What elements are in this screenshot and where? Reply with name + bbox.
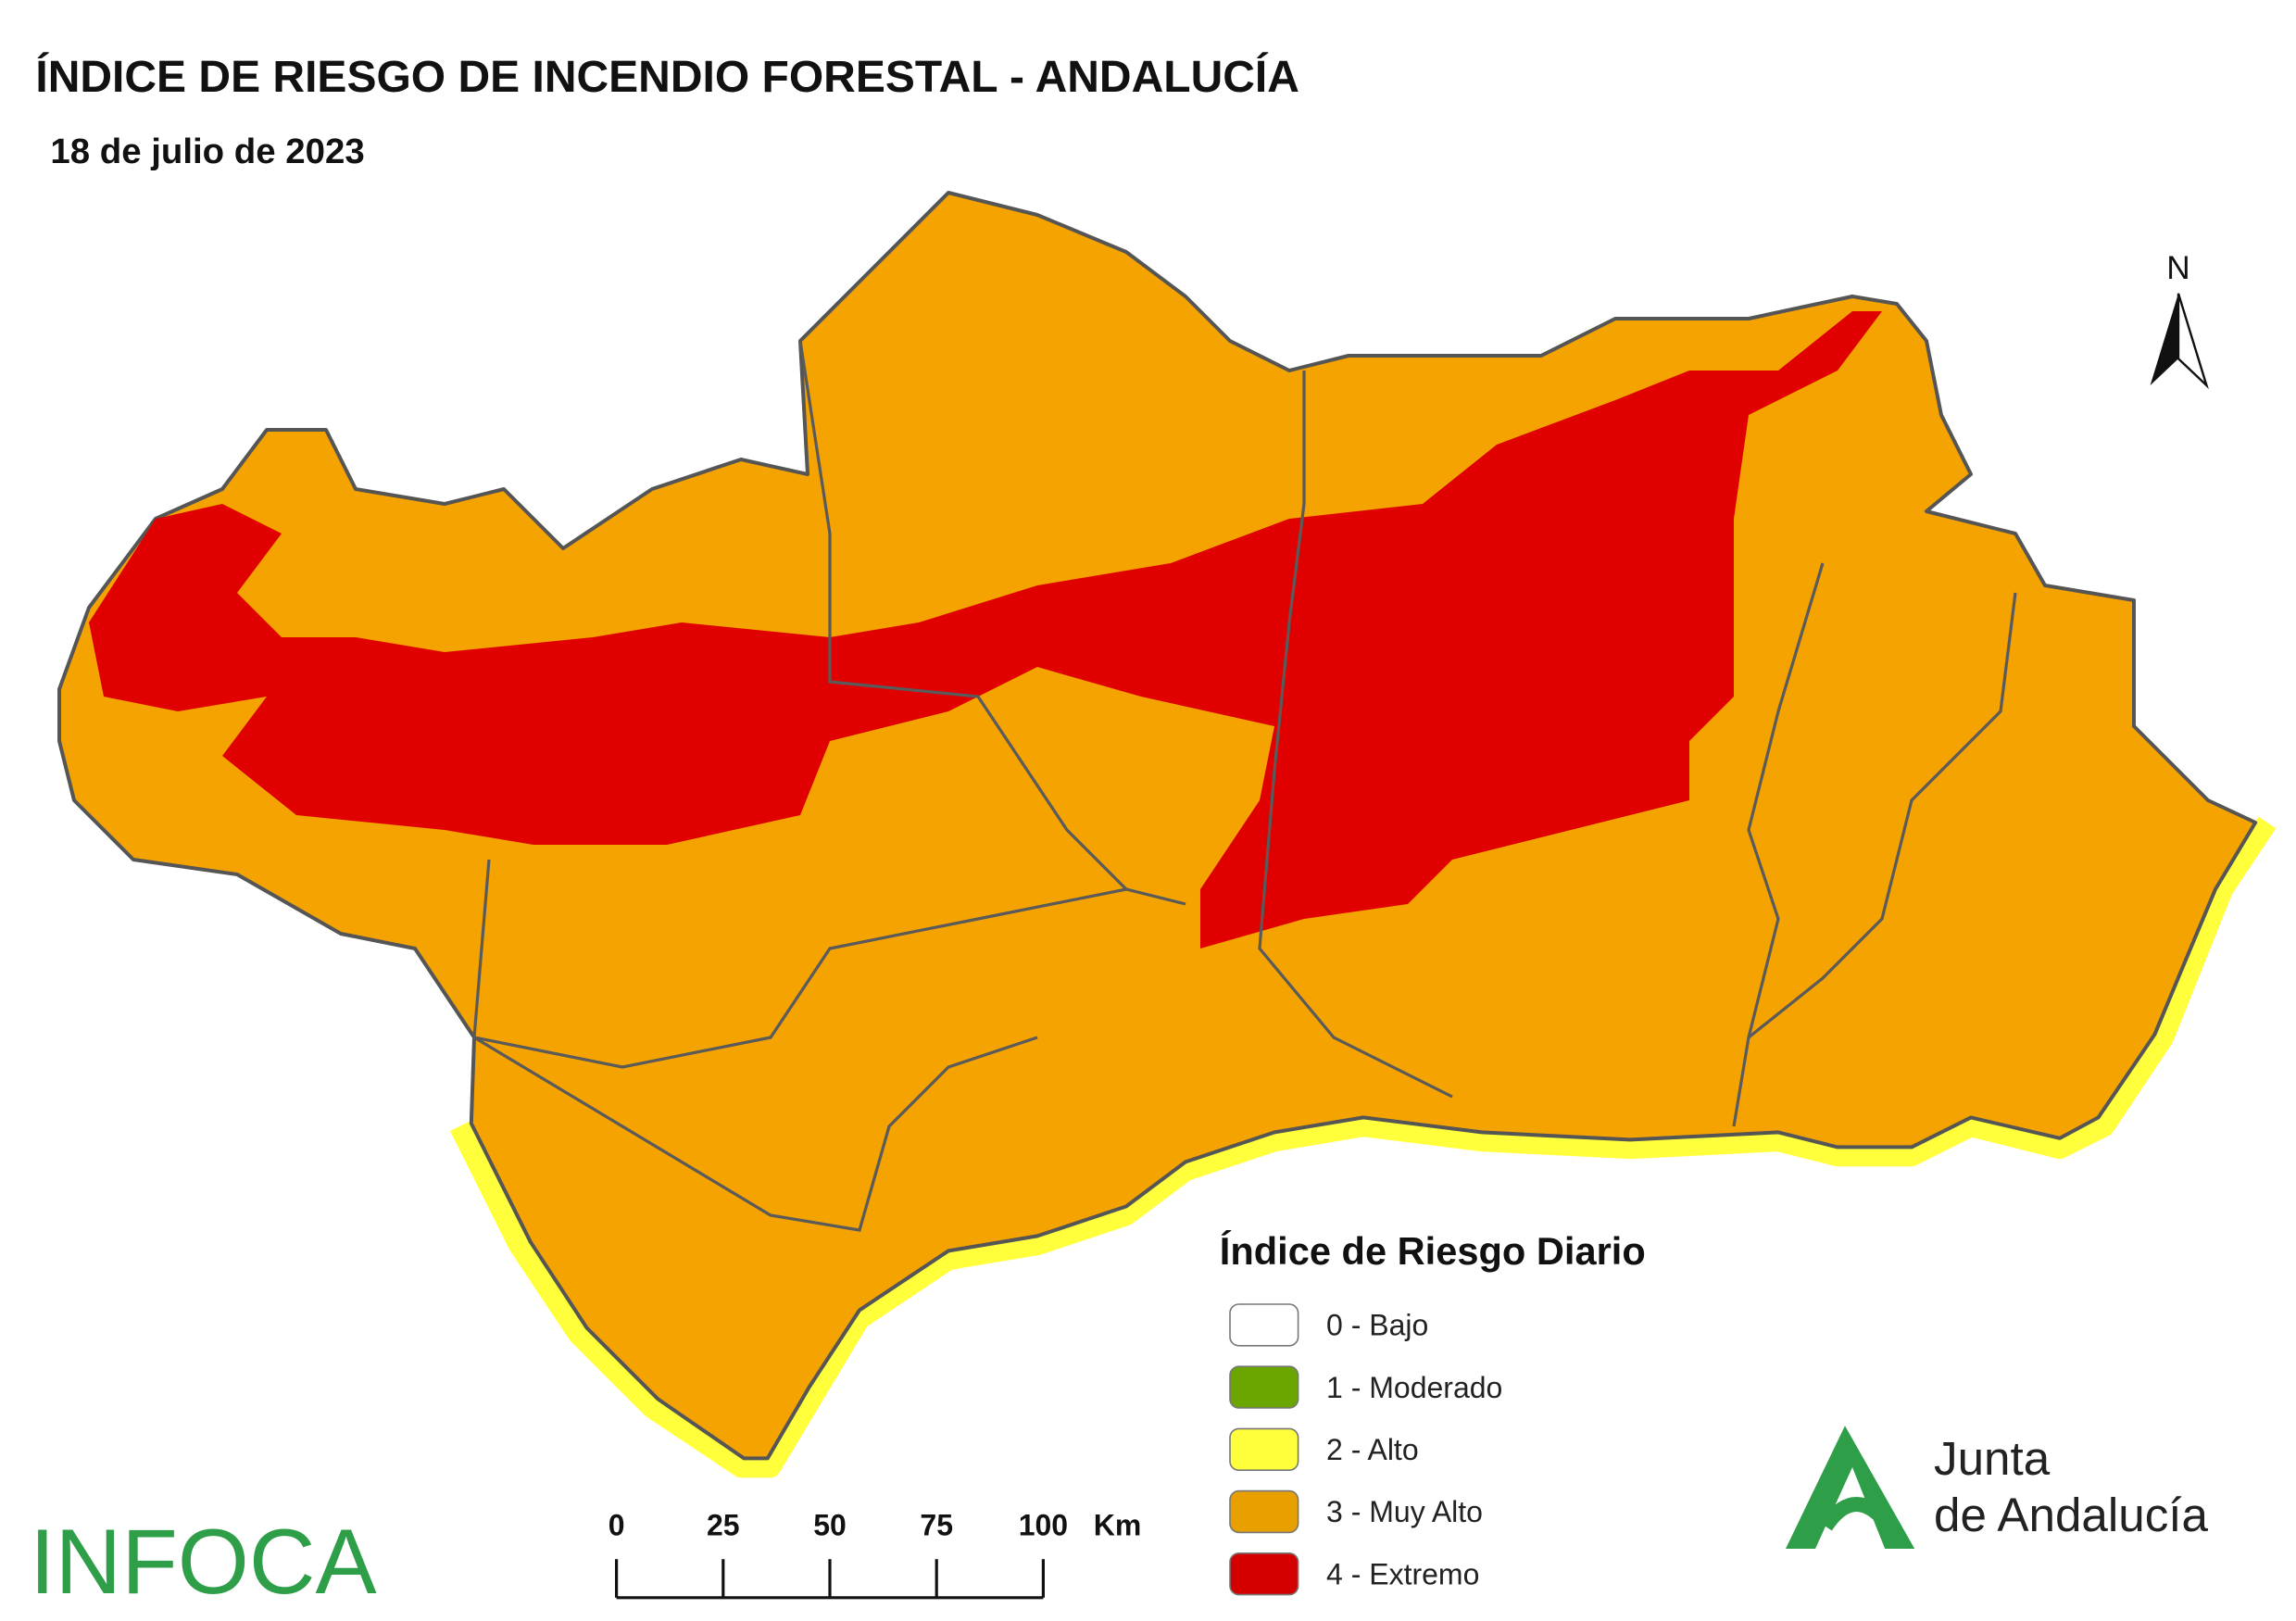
province-borders — [472, 340, 2017, 1232]
junta-text-1: Junta — [1934, 1432, 2051, 1485]
legend-label: 3 - Muy Alto — [1326, 1495, 1483, 1528]
north-arrow-left — [2150, 293, 2178, 385]
legend-swatch — [1229, 1552, 1299, 1596]
map — [57, 191, 2277, 1478]
junta-logo: Junta de Andalucía — [1786, 1426, 2209, 1549]
junta-logo-arc — [1819, 1497, 1896, 1532]
scale-label: 100 — [1019, 1509, 1068, 1542]
coast-yellow — [449, 816, 2277, 1478]
scale-label: 75 — [920, 1509, 953, 1542]
junta-text-2: de Andalucía — [1934, 1489, 2209, 1541]
legend-swatch — [1229, 1427, 1299, 1472]
legend-swatch — [1229, 1365, 1299, 1409]
legend-swatch — [1229, 1489, 1299, 1534]
legend: Índice de Riesgo Diario 0 - Bajo 1 - Mode… — [1220, 1229, 1646, 1596]
legend-swatch — [1229, 1303, 1299, 1347]
north-arrow-right — [2177, 293, 2209, 390]
legend-label: 0 - Bajo — [1326, 1309, 1428, 1342]
subtitle: 18 de julio de 2023 — [50, 132, 364, 171]
north-arrow: N — [2150, 250, 2209, 390]
legend-label: 4 - Extremo — [1326, 1557, 1479, 1590]
legend-title: Índice de Riesgo Diario — [1220, 1229, 1646, 1273]
junta-logo-shape — [1786, 1426, 1915, 1549]
north-label: N — [2166, 250, 2189, 286]
title: ÍNDICE DE RIESGO DE INCENDIO FORESTAL - … — [35, 52, 1299, 102]
scale-label: 0 — [609, 1509, 625, 1542]
scale-label: 25 — [707, 1509, 740, 1542]
legend-label: 2 - Alto — [1326, 1433, 1419, 1466]
region-muy-alto — [57, 191, 2258, 1461]
infoca-logo: INFOCA — [30, 1511, 377, 1614]
region-extremo — [89, 311, 1882, 949]
scale-unit: Km — [1094, 1509, 1142, 1542]
legend-label: 1 - Moderado — [1326, 1371, 1502, 1404]
scale-bar: 0 25 50 75 100 Km — [609, 1509, 1142, 1600]
scale-label: 50 — [813, 1509, 847, 1542]
